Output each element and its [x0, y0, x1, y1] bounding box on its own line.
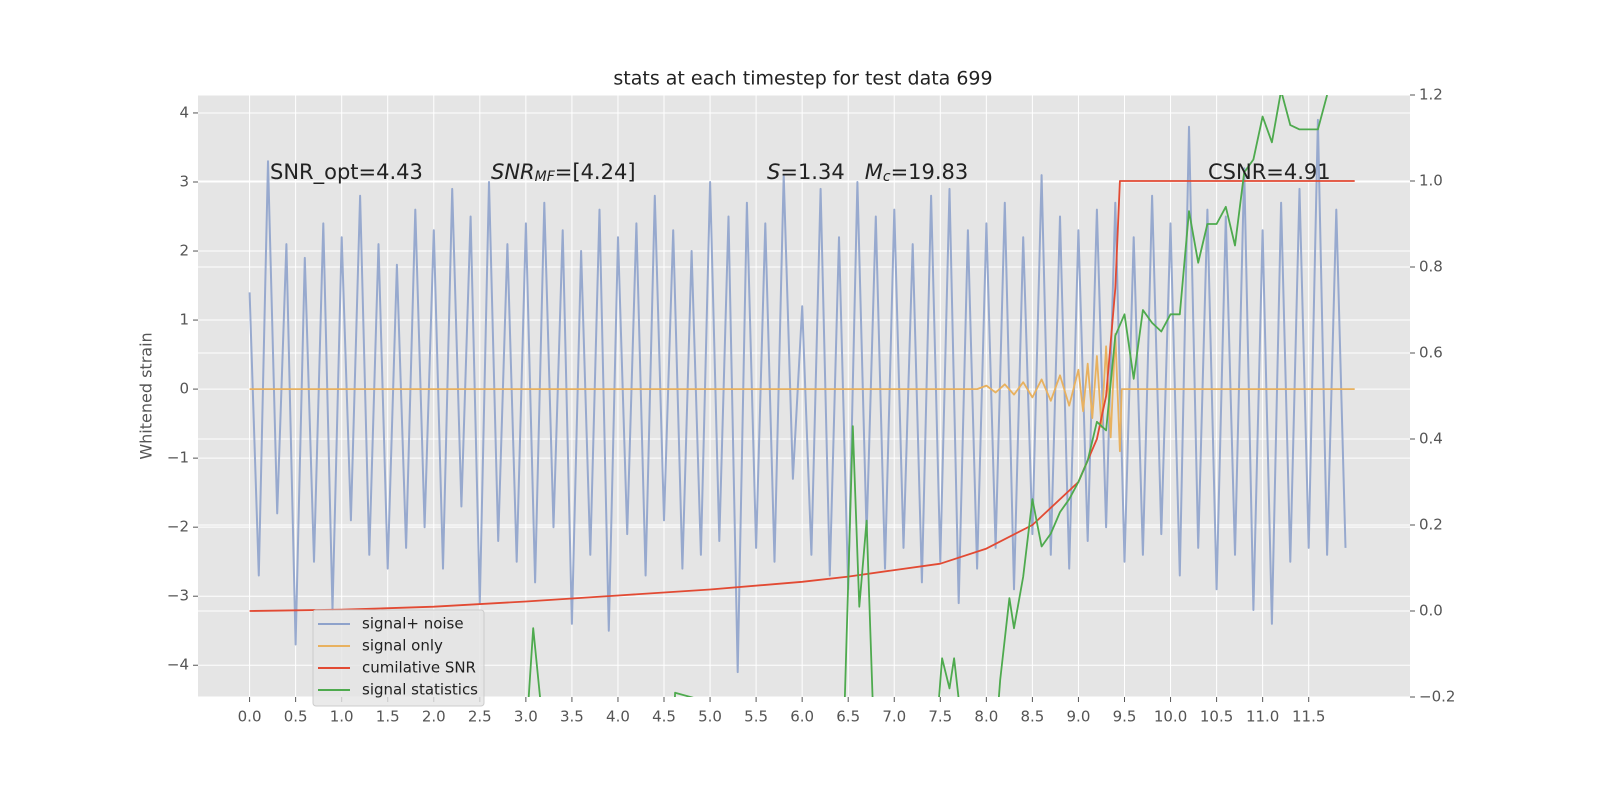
- annotation-part: =[4.24]: [555, 160, 636, 184]
- plot-area: [198, 95, 1410, 697]
- x-tick-label: 7.0: [882, 708, 906, 726]
- y2-tick-label: 0.6: [1419, 344, 1443, 362]
- x-tick-label: 5.0: [698, 708, 722, 726]
- y-tick-label: 3: [179, 172, 189, 190]
- annotation-part: S: [767, 160, 780, 184]
- legend-label: cumilative SNR: [362, 659, 476, 677]
- series-line: [249, 180, 1355, 612]
- y2-tick-label: 1.0: [1419, 172, 1443, 190]
- legend-label: signal statistics: [362, 681, 478, 699]
- x-tick-label: 0.5: [284, 708, 308, 726]
- y-tick-label: 0: [179, 380, 189, 398]
- y2-tick-label: 0.8: [1419, 258, 1443, 276]
- x-tick-label: 5.5: [744, 708, 768, 726]
- x-tick-label: 8.5: [1020, 708, 1044, 726]
- x-tick-label: 6.5: [836, 708, 860, 726]
- x-tick-label: 11.5: [1292, 708, 1325, 726]
- legend-label: signal only: [362, 637, 443, 655]
- x-tick-label: 9.5: [1113, 708, 1137, 726]
- annotation-part: CSNR=4.91: [1208, 160, 1331, 184]
- annotation: SNR_opt=4.43: [270, 160, 423, 185]
- y-tick-label: −3: [167, 587, 189, 605]
- x-tick-label: 8.0: [974, 708, 998, 726]
- x-tick-label: 6.0: [790, 708, 814, 726]
- y2-tick-label: 0.2: [1419, 516, 1443, 534]
- y2-tick-label: 0.4: [1419, 430, 1443, 448]
- plot-lines: [248, 95, 1355, 697]
- x-tick-label: 2.0: [422, 708, 446, 726]
- y-axis-label: Whitened strain: [137, 332, 156, 459]
- x-tick-label: 11.0: [1246, 708, 1279, 726]
- x-tick-label: 4.0: [606, 708, 630, 726]
- annotation-part: SNR: [491, 160, 535, 184]
- legend-box: [312, 609, 485, 707]
- x-tick-label: 1.5: [376, 708, 400, 726]
- y2-tick-label: 0.0: [1419, 602, 1443, 620]
- y2-tick-label: 1.2: [1419, 86, 1443, 104]
- x-tick-label: 9.0: [1067, 708, 1091, 726]
- annotation-part: =19.83: [891, 160, 969, 184]
- x-tick-label: 7.5: [928, 708, 952, 726]
- x-tick-label: 2.5: [468, 708, 492, 726]
- x-tick-label: 3.0: [514, 708, 538, 726]
- annotation-part: MF: [535, 169, 556, 185]
- annotation-part: c: [883, 169, 891, 185]
- series-line: [248, 118, 1347, 674]
- series-line: [527, 95, 1328, 697]
- x-tick-label: 1.0: [330, 708, 354, 726]
- x-tick-label: 10.5: [1200, 708, 1233, 726]
- annotation: CSNR=4.91: [1208, 160, 1331, 184]
- annotation: S=1.34 Mc=19.83: [767, 160, 968, 185]
- x-tick-label: 0.0: [238, 708, 262, 726]
- annotation-part: SNR_opt=4.43: [270, 160, 423, 185]
- y-tick-label: 2: [179, 242, 189, 260]
- x-tick-label: 3.5: [560, 708, 584, 726]
- y-tick-label: −4: [167, 656, 189, 674]
- y-tick-label: −1: [167, 449, 189, 467]
- annotation: SNRMF=[4.24]: [491, 160, 636, 185]
- series-line: [249, 333, 1355, 453]
- x-tick-label: 10.0: [1154, 708, 1187, 726]
- y-tick-label: 1: [179, 311, 189, 329]
- y-tick-label: 4: [179, 103, 189, 121]
- x-tick-label: 4.5: [652, 708, 676, 726]
- y2-tick-label: −0.2: [1419, 688, 1455, 706]
- y-tick-label: −2: [167, 518, 189, 536]
- annotation-part: =1.34: [780, 160, 864, 184]
- legend-label: signal+ noise: [362, 615, 464, 633]
- annotation-part: M: [865, 160, 883, 184]
- chart-title: stats at each timestep for test data 699: [613, 68, 992, 90]
